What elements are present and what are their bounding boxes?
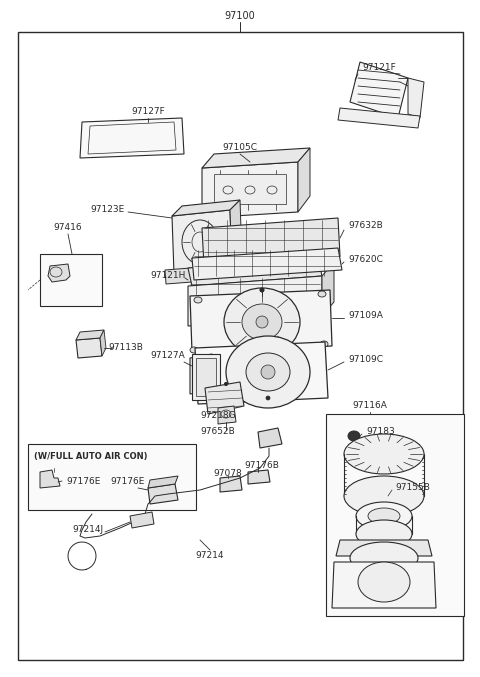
Text: 97100: 97100 [225, 11, 255, 21]
Text: 97155B: 97155B [395, 483, 430, 492]
Ellipse shape [320, 341, 328, 347]
Text: 97113B: 97113B [108, 343, 143, 353]
Text: 97127A: 97127A [151, 351, 185, 360]
Polygon shape [48, 264, 70, 282]
Ellipse shape [344, 434, 424, 474]
Bar [28, 444, 196, 510]
Ellipse shape [256, 316, 268, 328]
Polygon shape [218, 406, 236, 424]
Ellipse shape [344, 476, 424, 516]
Polygon shape [172, 210, 232, 274]
Text: 97109A: 97109A [348, 311, 383, 320]
Bar [214, 174, 286, 204]
Bar [326, 414, 464, 616]
Text: 97127F: 97127F [131, 108, 165, 116]
Text: 97116A: 97116A [353, 401, 387, 410]
Bar [40, 254, 102, 306]
Polygon shape [336, 540, 432, 556]
Polygon shape [258, 428, 282, 448]
Text: 97176E: 97176E [111, 477, 145, 487]
Text: 97176E: 97176E [66, 477, 100, 487]
Text: 97218G: 97218G [200, 412, 236, 420]
Text: 97652B: 97652B [201, 427, 235, 437]
Text: 97176B: 97176B [245, 462, 279, 471]
Ellipse shape [348, 431, 360, 441]
Text: 97121F: 97121F [362, 64, 396, 72]
Polygon shape [172, 200, 240, 216]
Text: 97123E: 97123E [91, 206, 125, 215]
Ellipse shape [246, 353, 290, 391]
Polygon shape [220, 476, 242, 492]
Ellipse shape [242, 304, 282, 340]
Polygon shape [40, 470, 60, 488]
Bar [192, 354, 220, 400]
Ellipse shape [415, 594, 421, 598]
Ellipse shape [194, 297, 202, 303]
Polygon shape [202, 162, 298, 218]
Text: (W/FULL AUTO AIR CON): (W/FULL AUTO AIR CON) [34, 452, 147, 460]
Polygon shape [195, 342, 328, 404]
Polygon shape [190, 354, 214, 394]
Polygon shape [148, 476, 178, 488]
Polygon shape [190, 290, 332, 352]
Polygon shape [76, 330, 104, 340]
Polygon shape [100, 330, 106, 356]
Ellipse shape [266, 396, 270, 400]
Polygon shape [76, 338, 102, 358]
Text: 97416: 97416 [54, 223, 82, 232]
Ellipse shape [347, 594, 353, 598]
Text: 97214J: 97214J [72, 525, 104, 535]
Text: 97078: 97078 [214, 468, 242, 477]
Polygon shape [248, 470, 270, 484]
Ellipse shape [356, 502, 412, 530]
Polygon shape [202, 218, 340, 266]
Ellipse shape [260, 288, 264, 292]
Text: 97620C: 97620C [348, 255, 383, 265]
Polygon shape [188, 258, 322, 286]
Ellipse shape [260, 288, 264, 292]
Ellipse shape [358, 562, 410, 602]
Polygon shape [80, 118, 184, 158]
Ellipse shape [224, 288, 300, 356]
Ellipse shape [261, 365, 275, 379]
Polygon shape [350, 62, 408, 118]
Polygon shape [165, 264, 244, 284]
Ellipse shape [350, 542, 418, 574]
Text: 97632B: 97632B [348, 221, 383, 230]
Ellipse shape [225, 383, 228, 385]
Polygon shape [408, 78, 424, 118]
Bar [196, 358, 216, 396]
Polygon shape [298, 148, 310, 212]
Polygon shape [202, 148, 310, 168]
Ellipse shape [356, 520, 412, 548]
Text: 97109C: 97109C [348, 355, 383, 364]
Ellipse shape [368, 508, 400, 524]
Text: 97121H: 97121H [150, 271, 186, 280]
Polygon shape [332, 562, 436, 608]
Text: 97214: 97214 [196, 552, 224, 561]
Polygon shape [230, 200, 242, 268]
Text: 97105C: 97105C [223, 144, 257, 152]
Polygon shape [130, 512, 154, 528]
Polygon shape [205, 382, 244, 414]
Polygon shape [338, 108, 420, 128]
Polygon shape [322, 262, 334, 316]
Text: 97183: 97183 [366, 427, 395, 437]
Polygon shape [192, 248, 342, 280]
Polygon shape [148, 484, 178, 504]
Ellipse shape [226, 336, 310, 408]
Polygon shape [188, 276, 322, 326]
Ellipse shape [318, 291, 326, 297]
Ellipse shape [190, 347, 198, 353]
